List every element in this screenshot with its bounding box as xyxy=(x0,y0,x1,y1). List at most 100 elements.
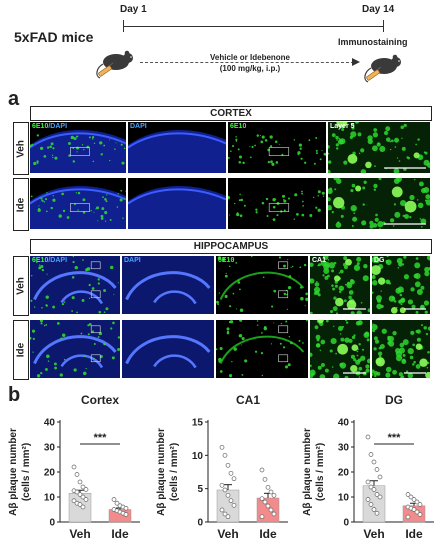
micrograph-panel xyxy=(30,320,120,378)
data-point xyxy=(417,512,423,517)
y-tick-label: 5 xyxy=(197,484,203,495)
data-point xyxy=(80,484,86,490)
data-point xyxy=(71,498,77,504)
micrograph-panel xyxy=(228,178,326,229)
data-point xyxy=(265,503,271,509)
row-label-ide: Ide xyxy=(13,178,29,231)
mouse-syringe-icon xyxy=(96,50,133,79)
micrograph-panel: Layer 5 xyxy=(328,122,430,173)
micrograph-panel xyxy=(128,178,226,229)
stain-label: CA1 xyxy=(312,257,327,264)
data-point xyxy=(74,472,80,477)
y-axis-label: Aβ plaque number xyxy=(302,428,313,516)
y-axis-label: (cells / mm²) xyxy=(169,443,180,501)
mouse-syringe-icon xyxy=(364,54,401,83)
data-point xyxy=(123,505,129,511)
row-label-text: Ide xyxy=(15,197,27,212)
data-point xyxy=(371,487,377,492)
timeline xyxy=(123,26,383,27)
data-point xyxy=(377,494,383,500)
data-point xyxy=(83,487,89,492)
data-point xyxy=(368,452,374,457)
micrograph-panel: 6E10/DAPI xyxy=(30,122,126,173)
data-point xyxy=(219,482,225,488)
data-point xyxy=(231,502,237,508)
data-point xyxy=(365,479,371,485)
x-tick-label: Ide xyxy=(259,527,277,541)
data-point xyxy=(371,507,377,512)
y-tick-label: 20 xyxy=(44,468,56,479)
chart-dg: DG Aβ plaque number (cells / mm²) 0 10 20 30 40… xyxy=(298,390,443,555)
panel-label: DAPI xyxy=(130,123,147,130)
y-axis-label: Aβ plaque number xyxy=(156,428,167,516)
stain-6e10-label: 6E10 xyxy=(218,257,235,264)
data-point xyxy=(77,492,83,497)
panel-a-letter: a xyxy=(8,88,20,110)
panel-label: Layer 5 xyxy=(330,123,355,130)
data-point xyxy=(114,500,120,506)
data-point xyxy=(411,497,417,502)
stain-label: Layer 5 xyxy=(330,123,355,130)
data-point xyxy=(374,467,380,472)
micrograph-panel: 6E10/DAPI xyxy=(30,256,120,314)
chart-ca1: CA1 Aβ plaque number (cells / mm²) 0 5 10 15 Ve… xyxy=(152,390,297,555)
data-point xyxy=(368,484,374,490)
micrograph-panel xyxy=(328,178,430,229)
micrograph-panel xyxy=(216,320,308,378)
panel-label: DAPI xyxy=(124,257,141,264)
cortex-title: CORTEX xyxy=(30,106,432,121)
data-point xyxy=(414,499,420,505)
chart-title: DG xyxy=(385,393,403,407)
data-point xyxy=(259,496,265,502)
x-tick-label: Ide xyxy=(405,527,423,541)
x-tick-label: Veh xyxy=(217,527,238,541)
data-point xyxy=(365,434,371,440)
stain-label: DAPI xyxy=(130,123,147,130)
bar xyxy=(68,493,92,523)
data-point xyxy=(77,502,83,507)
chart-title: CA1 xyxy=(236,393,260,407)
day-start-label: Day 1 xyxy=(120,4,147,15)
stain-6e10-label: 6E10 xyxy=(230,123,247,130)
model-label: 5xFAD mice xyxy=(14,29,94,45)
panel-label: 6E10/DAPI xyxy=(32,123,67,130)
data-point xyxy=(80,504,86,510)
y-tick-label: 15 xyxy=(192,418,204,429)
data-point xyxy=(405,514,411,520)
data-point xyxy=(83,497,89,502)
y-tick-label: 0 xyxy=(49,518,55,529)
data-point xyxy=(225,492,231,498)
data-point xyxy=(111,497,117,502)
data-point xyxy=(262,499,268,505)
y-axis-label: (cells / mm²) xyxy=(21,443,32,501)
data-point xyxy=(268,507,274,513)
row-label-text: Ide xyxy=(15,342,27,358)
data-point xyxy=(123,512,129,517)
data-point xyxy=(377,474,383,480)
micrograph-panel: DAPI xyxy=(128,122,226,173)
data-point xyxy=(219,507,225,513)
x-tick-label: Ide xyxy=(111,527,129,541)
x-tick-label: Veh xyxy=(363,527,384,541)
stain-6e10-label: 6E10 xyxy=(32,123,49,130)
data-point xyxy=(414,509,420,515)
data-point xyxy=(231,476,237,482)
micrograph-panel xyxy=(30,178,126,229)
data-point xyxy=(228,498,234,504)
data-point xyxy=(374,510,380,516)
stain-label: /DAPI xyxy=(48,257,68,264)
micrograph-panel: CA1 xyxy=(310,256,370,314)
data-point xyxy=(259,514,265,520)
stain-label: /DAPI xyxy=(48,123,68,130)
data-point xyxy=(225,514,231,520)
row-label-text: Veh xyxy=(15,139,27,158)
timeline-tick-start xyxy=(123,20,124,32)
data-point xyxy=(268,489,274,495)
data-point xyxy=(271,492,277,498)
data-point xyxy=(371,459,377,465)
data-point xyxy=(228,470,234,476)
y-tick-label: 10 xyxy=(192,451,204,462)
y-tick-label: 0 xyxy=(197,518,203,529)
y-tick-label: 10 xyxy=(338,493,350,504)
data-point xyxy=(80,494,86,500)
